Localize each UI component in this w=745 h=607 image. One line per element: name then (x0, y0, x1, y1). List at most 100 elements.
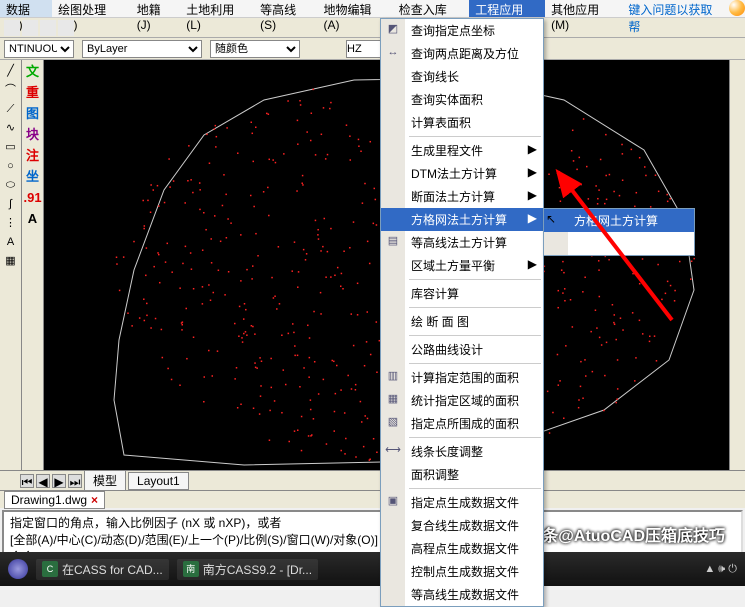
properties-toolbar: NTINUOUS ByLayer 随颜色 (0, 38, 745, 60)
palette-item[interactable]: 注 (24, 146, 42, 166)
menu-item[interactable]: ▥计算指定范围的面积 (381, 366, 543, 389)
submenu-arrow-icon: ▶ (528, 188, 537, 202)
menu-item[interactable]: 生成里程文件 ▶ (381, 139, 543, 162)
palette-item[interactable]: 文 (24, 62, 42, 82)
menu-contour[interactable]: 等高线(S) (254, 0, 317, 17)
menu-item[interactable]: ▧指定点所围成的面积 (381, 412, 543, 435)
model-tab[interactable]: 模型 (84, 470, 126, 491)
line-tool-icon[interactable]: ╱ (2, 62, 20, 80)
southcass-app-icon: 南 (183, 561, 199, 577)
polyline-tool-icon[interactable]: ⟋ (2, 100, 20, 118)
menu-item-label: 统计指定区域的面积 (411, 394, 519, 408)
palette-item[interactable]: 坐 (24, 167, 42, 187)
ellipse-tool-icon[interactable]: ⬭ (2, 176, 20, 194)
submenu-item-label: 方格网土方计算 (574, 214, 658, 228)
menu-item[interactable]: ▤等高线法土方计算 (381, 231, 543, 254)
menu-check[interactable]: 检查入库(G) (393, 0, 470, 17)
menu-bar: 数据(D) 绘图处理(W) 地籍(J) 土地利用(L) 等高线(S) 地物编辑(… (0, 0, 745, 18)
menu-data[interactable]: 数据(D) (0, 0, 52, 17)
help-hint[interactable]: 键入问题以获取帮 (622, 0, 729, 17)
menu-item[interactable]: 计算表面积 (381, 111, 543, 134)
toolbar-button[interactable] (58, 20, 74, 36)
misc-tool-icon[interactable]: ⋮ (2, 214, 20, 232)
rect-tool-icon[interactable]: ▭ (2, 138, 20, 156)
menu-other[interactable]: 其他应用(M) (545, 0, 622, 17)
grid-method-submenu: 方格网土方计算↖根据注记生新计算 (543, 208, 695, 256)
palette-item[interactable]: A (24, 209, 42, 229)
menu-item[interactable]: 查询线长 (381, 65, 543, 88)
color-select[interactable]: 随颜色 (210, 40, 300, 58)
menu-edit[interactable]: 地物编辑(A) (318, 0, 393, 17)
layout1-tab[interactable]: Layout1 (128, 472, 189, 490)
menu-draw[interactable]: 绘图处理(W) (52, 0, 131, 17)
submenu-item[interactable]: 根据注记生新计算 (544, 232, 694, 255)
circle-tool-icon[interactable]: ○ (2, 157, 20, 175)
toolbar-button[interactable] (4, 20, 20, 36)
menu-item[interactable]: 等高线生成数据文件 (381, 583, 543, 606)
layer-select[interactable]: ByLayer (82, 40, 202, 58)
close-tab-icon[interactable]: × (91, 493, 98, 507)
menu-item-label: 方格网法土方计算 (411, 213, 507, 227)
menu-item[interactable]: 控制点生成数据文件 (381, 560, 543, 583)
taskbar-item-southcass[interactable]: 南 南方CASS9.2 - [Dr... (177, 559, 318, 580)
menu-item[interactable]: ◩查询指定点坐标 (381, 19, 543, 42)
menu-item-label: 指定点所围成的面积 (411, 417, 519, 431)
palette-item[interactable]: .91 (24, 188, 42, 208)
menu-item[interactable]: DTM法土方计算▶ (381, 162, 543, 185)
menu-item[interactable]: ⟷线条长度调整 (381, 440, 543, 463)
menu-item-label: 绘 断 面 图 (411, 315, 469, 329)
menu-item[interactable]: ↔ 查询两点距离及方位 (381, 42, 543, 65)
submenu-arrow-icon: ▶ (528, 257, 537, 271)
spline-tool-icon[interactable]: ∿ (2, 119, 20, 137)
menu-item-icon: ◩ (385, 21, 401, 37)
menu-item-label: 断面法土方计算 (411, 190, 495, 204)
menu-item[interactable]: 高程点生成数据文件 (381, 537, 543, 560)
menu-item-label: 查询两点距离及方位 (411, 47, 519, 61)
curve-tool-icon[interactable]: ∫ (2, 195, 20, 213)
linetype-select[interactable]: NTINUOUS (4, 40, 74, 58)
menu-item[interactable]: ▣指定点生成数据文件 (381, 491, 543, 514)
menu-item-icon: ▣ (385, 493, 401, 509)
menu-item[interactable]: 区域土方量平衡▶ (381, 254, 543, 277)
menu-cadastre[interactable]: 地籍(J) (131, 0, 181, 17)
cass-palette: 文重图块注坐.91A (22, 60, 44, 470)
taskbar-item-cass[interactable]: C 在CASS for CAD... (36, 559, 169, 580)
menu-item[interactable]: ▦统计指定区域的面积 (381, 389, 543, 412)
text-tool-icon[interactable]: A (2, 233, 20, 251)
tab-next-icon[interactable]: ▶ (52, 474, 66, 488)
menu-item-label: 等高线生成数据文件 (411, 588, 519, 602)
submenu-arrow-icon: ▶ (528, 142, 537, 156)
submenu-arrow-icon: ▶ (528, 211, 537, 225)
menu-item[interactable]: 绘 断 面 图 (381, 310, 543, 333)
menu-item[interactable]: 查询实体面积 (381, 88, 543, 111)
submenu-item[interactable]: 方格网土方计算↖ (544, 209, 694, 232)
menu-item-label: 生成里程文件 (411, 144, 483, 158)
menu-item[interactable]: 方格网法土方计算▶方格网土方计算↖根据注记生新计算 (381, 208, 543, 231)
tab-first-icon[interactable]: ⏮ (20, 474, 34, 488)
menu-item[interactable]: 断面法土方计算 ▶ (381, 185, 543, 208)
tab-prev-icon[interactable]: ◀ (36, 474, 50, 488)
menu-item-icon: ↔ (385, 44, 401, 60)
help-orb-icon[interactable] (729, 0, 745, 16)
arc-tool-icon[interactable]: ⌒ (2, 81, 20, 99)
menu-engineering[interactable]: 工程应用(C) (469, 0, 545, 17)
start-button-icon[interactable] (8, 559, 28, 579)
menu-item-label: 高程点生成数据文件 (411, 542, 519, 556)
menu-item[interactable]: 复合线生成数据文件 (381, 514, 543, 537)
palette-item[interactable]: 图 (24, 104, 42, 124)
menu-item-label: 查询实体面积 (411, 93, 483, 107)
menu-item[interactable]: 公路曲线设计 (381, 338, 543, 361)
menu-landuse[interactable]: 土地利用(L) (180, 0, 254, 17)
menu-item[interactable]: 库容计算 (381, 282, 543, 305)
menu-item[interactable]: 面积调整 (381, 463, 543, 486)
toolbar-button[interactable] (40, 20, 56, 36)
hatch-tool-icon[interactable]: ▦ (2, 252, 20, 270)
tab-last-icon[interactable]: ⏭ (68, 474, 82, 488)
palette-item[interactable]: 块 (24, 125, 42, 145)
toolbar-button[interactable] (22, 20, 38, 36)
system-tray[interactable]: ▲ 🕪 ⏻ (704, 563, 737, 576)
menu-item-label: 公路曲线设计 (411, 343, 483, 357)
palette-item[interactable]: 重 (24, 83, 42, 103)
drawing1-tab[interactable]: Drawing1.dwg × (4, 491, 105, 509)
vertical-scrollbar[interactable] (729, 60, 745, 470)
